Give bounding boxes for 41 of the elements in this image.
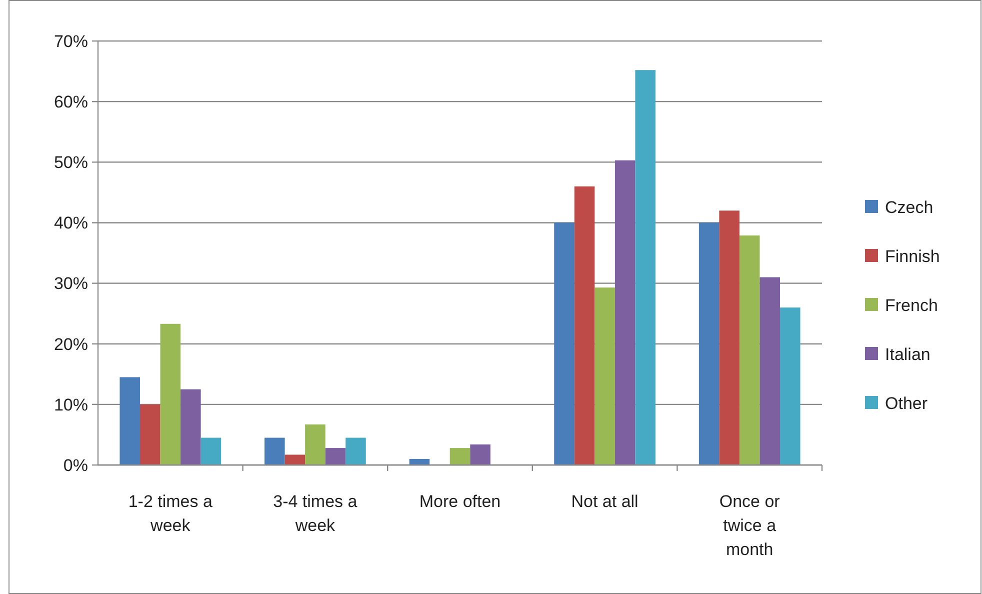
bar (284, 454, 306, 465)
y-tick-label: 70% (54, 32, 88, 51)
bar (739, 235, 760, 465)
y-tick-label: 0% (63, 456, 88, 475)
legend-label: Italian (885, 344, 930, 364)
bar (160, 324, 181, 465)
legend-label: Finnish (885, 246, 940, 266)
bar (614, 160, 636, 465)
bar (409, 458, 430, 465)
legend-label: Other (885, 394, 928, 413)
x-tick-label: Not at all (571, 492, 638, 511)
bar (698, 222, 720, 465)
legend-label: French (885, 296, 938, 315)
bar (120, 377, 140, 465)
y-tick-label: 20% (54, 334, 88, 354)
y-tick-label: 10% (54, 395, 88, 414)
bar (264, 438, 285, 465)
bar (594, 288, 615, 465)
y-tick-label: 40% (54, 214, 88, 233)
x-tick-label: 3-4 times a week (273, 492, 358, 535)
bar (305, 424, 326, 465)
bar (180, 389, 201, 465)
bar (140, 404, 160, 465)
bar (200, 438, 222, 465)
y-tick-label: 60% (54, 92, 88, 112)
legend-label: Czech (885, 198, 934, 217)
bar (760, 277, 780, 465)
bar (780, 308, 800, 465)
x-tick-label: Once or twice a month (719, 492, 780, 559)
y-tick-label: 30% (54, 274, 88, 294)
bar (635, 70, 656, 465)
bar (470, 444, 490, 465)
y-tick-label: 50% (54, 153, 88, 172)
bar (719, 210, 740, 465)
bar (346, 438, 366, 465)
x-tick-label: More often (419, 492, 501, 511)
bar (450, 448, 470, 465)
bar (325, 448, 346, 465)
bar (554, 222, 574, 465)
x-tick-label: 1-2 times a week (128, 492, 213, 535)
bar (574, 186, 595, 465)
